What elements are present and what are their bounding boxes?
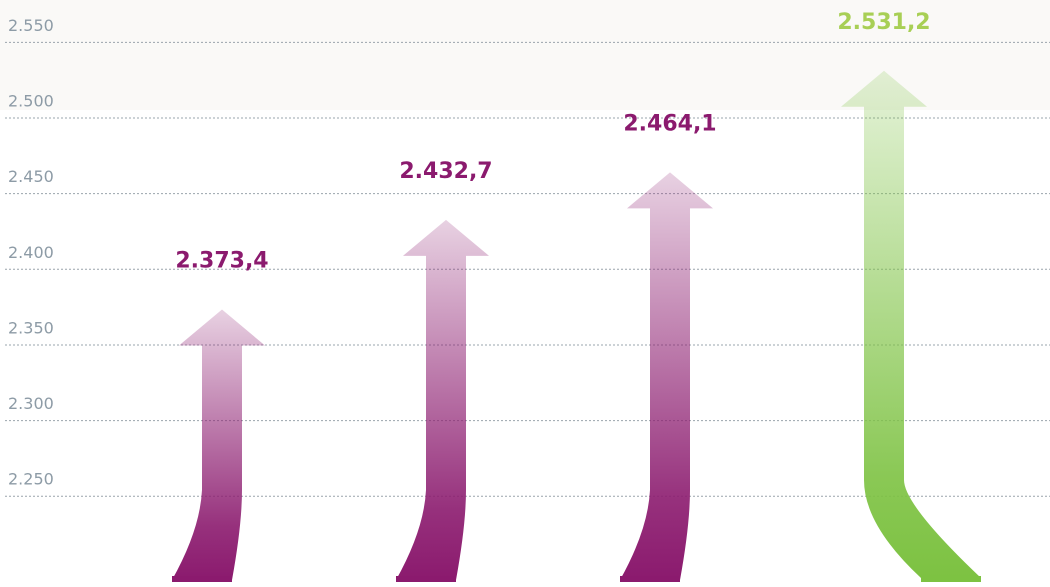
y-tick-label: 2.250	[8, 470, 54, 489]
arrow	[172, 309, 265, 580]
arrow	[620, 172, 713, 580]
arrow	[841, 70, 981, 578]
arrow-base	[172, 576, 232, 582]
arrow-base	[921, 576, 981, 582]
y-tick-label: 2.400	[8, 243, 54, 262]
arrow-base	[396, 576, 456, 582]
value-label: 2.432,7	[399, 159, 492, 184]
y-tick-label: 2.450	[8, 167, 54, 186]
value-label: 2.531,2	[837, 10, 930, 35]
value-label: 2.464,1	[623, 111, 716, 136]
y-tick-label: 2.300	[8, 394, 54, 413]
y-tick-label: 2.350	[8, 318, 54, 337]
y-tick-label: 2.550	[8, 16, 54, 35]
arrow	[396, 219, 489, 580]
y-tick-label: 2.500	[8, 92, 54, 111]
arrow-base	[620, 576, 680, 582]
value-label: 2.373,4	[175, 249, 268, 274]
